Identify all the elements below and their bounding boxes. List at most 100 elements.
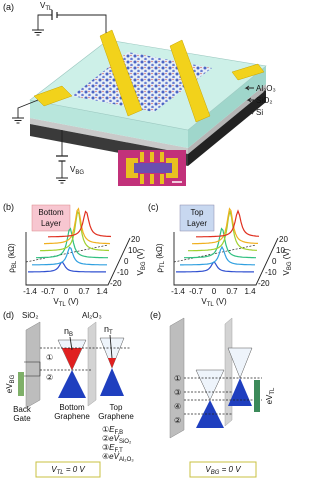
marker: ① [174, 374, 181, 383]
x-tick-label: -1.4 [23, 287, 37, 296]
curve [192, 207, 258, 245]
depth-tick-label: 10 [128, 246, 137, 255]
layer-label: Si [256, 108, 263, 117]
legend-sub: F,T [115, 448, 124, 454]
shape [244, 85, 254, 115]
layer-name: Graphene [98, 412, 134, 421]
shape [30, 100, 188, 148]
shape [40, 347, 130, 371]
text-part: BG [211, 470, 220, 476]
curve [28, 261, 106, 273]
energy-label: eVTL [265, 387, 276, 404]
curve [196, 209, 260, 238]
marker: ① [46, 353, 53, 362]
layer-name: Gate [13, 414, 31, 423]
shape [30, 118, 188, 154]
shape [100, 368, 124, 396]
shape [62, 348, 82, 370]
shape [134, 163, 172, 173]
x-tick-label: 0 [212, 287, 217, 296]
v-tl-label: VTL [40, 1, 53, 12]
panel-label: (a) [3, 2, 14, 12]
legend-entry: ①EF,B [102, 425, 123, 436]
panel-label: (b) [3, 202, 14, 212]
shape [87, 321, 97, 407]
layer-name: Top [110, 403, 123, 412]
layer-label: Al₂O₃ [256, 84, 276, 93]
layer-name: Bottom [59, 403, 85, 412]
x-label: VTL (V) [53, 297, 79, 308]
condition: VBG = 0 V [205, 465, 241, 476]
legend-entry: ③EF,T [102, 443, 123, 454]
text-part: TL [57, 470, 64, 476]
curve [176, 261, 254, 273]
shape [108, 358, 116, 368]
shape [173, 244, 257, 263]
shape [179, 204, 215, 232]
layer-name: Back [13, 405, 32, 414]
text-part: V [282, 269, 291, 275]
text-part: TL [270, 387, 276, 395]
panel-d: (d) SiO₂ Al₂O₃ eVBG ① ② nB nT Back Gate … [3, 310, 134, 478]
density-label: nB [64, 326, 73, 338]
legend-entry: ②eVSiO₂ [102, 434, 132, 445]
x-tick-label: 1.4 [96, 287, 108, 296]
marker: ④ [174, 402, 181, 411]
x-tick-label: -1.4 [171, 287, 185, 296]
shape [51, 10, 58, 20]
x-tick-label: -0.7 [189, 287, 203, 296]
shape [160, 174, 164, 184]
y-label: ρTL (kΩ) [155, 243, 166, 272]
shape [69, 334, 113, 359]
text-part: (V) [282, 248, 291, 261]
panel-b: (b) Bottom Layer ρBL (kΩ) -1.4 -0.7 0 0.… [3, 202, 147, 308]
legend-mark: ② [102, 434, 109, 443]
tag: Layer [187, 219, 207, 228]
text-part: V [201, 297, 207, 306]
marker: ③ [174, 388, 181, 397]
shape [195, 369, 225, 401]
text-part: eV [5, 383, 14, 393]
depth-tick-label: -20 [258, 279, 270, 288]
shape [140, 152, 144, 162]
text-part: = 0 V [219, 465, 241, 474]
x-tick-label: 1.4 [244, 287, 256, 296]
layer-name: Graphene [54, 412, 90, 421]
figure: (a) VTL VBG Al₂O₃ SiO₂ Si (b) Bottom Lay… [3, 1, 293, 478]
text-part: ρ [7, 268, 16, 273]
text-part: V [70, 165, 76, 174]
text-part: T [109, 330, 113, 336]
shape [25, 321, 41, 409]
depth-label: VBG (V) [282, 248, 293, 275]
text-part: BG [141, 261, 147, 270]
depth-label: VBG (V) [136, 248, 147, 275]
text-part: n [64, 326, 69, 336]
shape [56, 130, 68, 184]
text-part: (V) [214, 297, 227, 306]
marker: ② [46, 373, 53, 382]
text-part: = 0 V [64, 465, 86, 474]
depth-tick-label: 0 [272, 257, 277, 266]
legend-mark: ① [102, 425, 109, 434]
curve [180, 245, 255, 266]
text-part: BL [12, 260, 18, 268]
shape [32, 14, 107, 36]
shape [188, 90, 266, 166]
y-label: ρBL (kΩ) [7, 243, 18, 273]
text-part: V [205, 465, 211, 474]
text-part: (V) [66, 297, 79, 306]
shape [224, 317, 233, 427]
shape [56, 155, 68, 162]
shape [12, 99, 39, 124]
x-tick-label: 0.7 [78, 287, 90, 296]
shape [58, 370, 86, 398]
shape [188, 84, 266, 154]
shape [254, 380, 260, 412]
marker: ② [174, 416, 181, 425]
curve [32, 246, 107, 266]
text-part: (V) [136, 248, 145, 261]
shape [25, 232, 131, 286]
shape [173, 232, 279, 286]
text-part: TL [160, 260, 166, 268]
